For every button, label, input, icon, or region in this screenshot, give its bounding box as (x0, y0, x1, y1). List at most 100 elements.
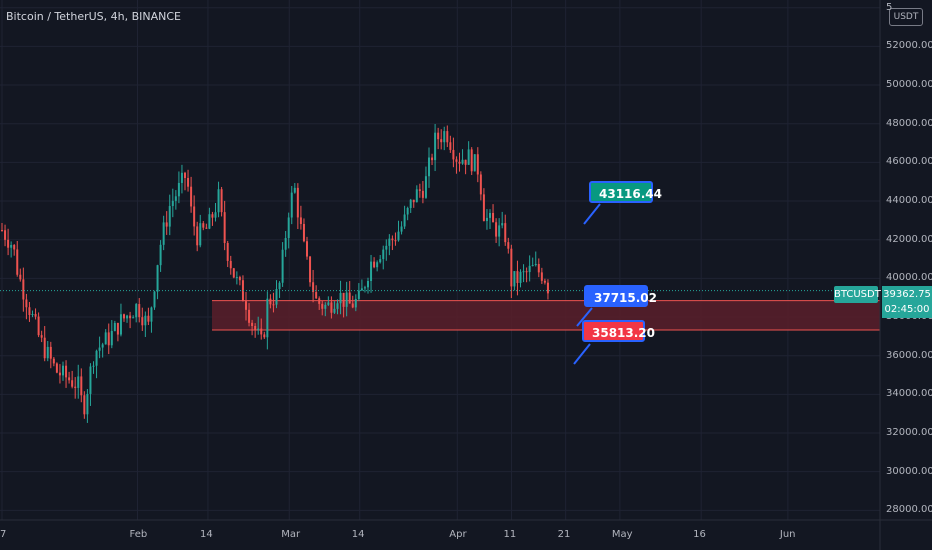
candle-body (147, 315, 150, 322)
candle-body (19, 274, 22, 280)
time-axis-label: Feb (129, 529, 148, 540)
candle-body (220, 189, 223, 213)
price-axis-label: 30000.00 (886, 465, 932, 477)
candle-body (403, 214, 406, 227)
price-axis-label: 52000.00 (886, 40, 932, 52)
candle-body (351, 303, 354, 308)
candle-body (254, 325, 257, 330)
candle-body (168, 206, 171, 227)
candle-body (293, 187, 296, 193)
candle-body (263, 334, 266, 338)
candle-body (525, 271, 528, 273)
symbol-title: Bitcoin / TetherUS, 4h, BINANCE (6, 10, 182, 23)
candle-body (531, 265, 534, 267)
currency-selector[interactable]: USDT (889, 8, 923, 26)
candle-body (516, 271, 519, 283)
candle-body (467, 149, 470, 165)
candle-body (537, 263, 540, 273)
candle-body (110, 330, 113, 346)
candle-body (507, 242, 510, 249)
candle-body (25, 299, 28, 308)
price-axis-label: 40000.00 (886, 272, 932, 284)
candle-body (446, 131, 449, 143)
time-axis[interactable]: 7 Feb 14 Mar 14 Apr 11 21 May 16 Jun (0, 520, 880, 550)
candle-body (492, 212, 495, 223)
candle-body (306, 241, 308, 257)
candle-body (190, 186, 193, 207)
time-axis-label: 7 (0, 529, 7, 540)
time-axis-label: 14 (199, 529, 213, 540)
candle-body (266, 298, 269, 338)
candle-body (440, 139, 443, 143)
candle-body (40, 335, 43, 338)
price-axis-label: 34000.00 (886, 388, 932, 400)
candle-body (546, 282, 549, 294)
candle-body (321, 303, 324, 309)
candle-body (528, 265, 531, 273)
candle-body (501, 223, 504, 226)
candle-body (187, 177, 190, 187)
candle-body (434, 132, 437, 161)
candle-body (211, 214, 214, 218)
price-axis-label: 48000.00 (886, 117, 932, 129)
target-price-callout[interactable]: 43116.44 (589, 181, 662, 203)
candle-body (540, 272, 543, 281)
candle-body (205, 227, 208, 229)
candle-body (431, 157, 434, 161)
candle-body (409, 199, 412, 208)
candle-body (98, 347, 101, 351)
candle-body (126, 315, 129, 319)
candle-body (4, 230, 7, 240)
candle-body (217, 189, 220, 213)
candle-body (278, 282, 281, 290)
candle-body (156, 265, 159, 292)
candle-body (184, 172, 186, 178)
candle-body (330, 302, 333, 313)
candle-body (89, 366, 92, 394)
candle-body (327, 302, 330, 305)
candle-body (367, 280, 369, 288)
candle-body (373, 261, 376, 268)
candle-body (248, 309, 251, 323)
candle-body (370, 261, 373, 281)
candle-body (296, 187, 299, 218)
candle-body (241, 280, 244, 302)
symbol-price-tag: BTCUSDT (834, 286, 881, 303)
entry-price-callout[interactable]: 37715.02 (584, 285, 657, 307)
candle-body (324, 304, 327, 309)
entry-callout-pointer (576, 307, 593, 327)
candle-body (34, 314, 37, 317)
candle-body (412, 199, 415, 203)
candle-body (223, 212, 226, 243)
candle-body (281, 249, 284, 283)
candle-body (95, 350, 98, 366)
candle-body (129, 315, 132, 319)
candle-body (31, 314, 34, 316)
candle-body (449, 142, 452, 150)
candle-body (485, 217, 488, 222)
candle-body (55, 363, 58, 373)
stop-price-callout[interactable]: 35813.20 (582, 320, 655, 342)
candle-body (357, 290, 360, 299)
candle-body (193, 206, 196, 227)
price-axis[interactable]: 28000.00 30000.00 32000.00 34000.00 36000.00… (880, 0, 932, 520)
candle-body (400, 226, 403, 232)
candle-body (22, 279, 25, 300)
candle-body (199, 223, 202, 246)
candle-body (174, 196, 177, 201)
candle-body (360, 288, 363, 291)
candle-body (443, 131, 446, 143)
time-axis-label: Jun (779, 529, 796, 540)
candle-body (339, 292, 342, 304)
candle-body (382, 249, 385, 260)
price-axis-label: 50000.00 (886, 79, 932, 91)
candle-body (159, 244, 162, 266)
candle-body (7, 239, 10, 248)
candle-body (318, 298, 321, 304)
candle-body (119, 314, 122, 335)
candle-body (171, 200, 174, 207)
candle-body (86, 393, 89, 415)
candle-body (534, 263, 537, 266)
